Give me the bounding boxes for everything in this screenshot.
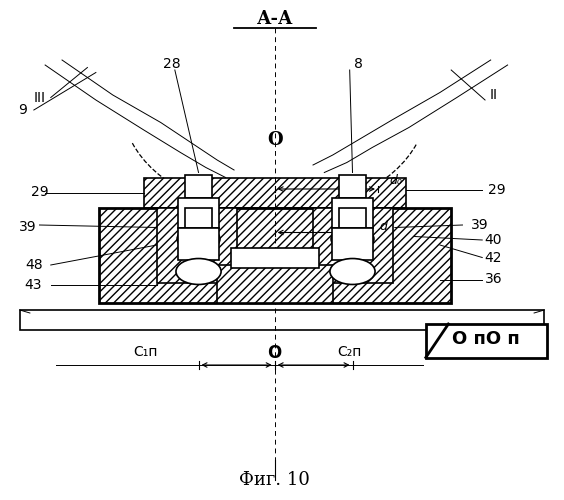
Bar: [99, 208, 451, 302]
Bar: [178, 198, 219, 228]
Bar: [178, 228, 219, 260]
Bar: [144, 178, 406, 208]
Bar: [157, 208, 237, 282]
Text: 9: 9: [18, 103, 27, 117]
Bar: [313, 208, 393, 282]
Bar: [332, 228, 373, 260]
Text: 36: 36: [484, 272, 503, 286]
Text: О: О: [267, 344, 282, 361]
Text: 48: 48: [25, 258, 43, 272]
Text: Фиг. 10: Фиг. 10: [239, 471, 310, 489]
Bar: [217, 265, 333, 302]
Text: 8: 8: [354, 57, 363, 71]
Text: О пО п: О пО п: [452, 330, 520, 348]
Text: 43: 43: [24, 278, 42, 292]
Bar: [313, 208, 393, 282]
Bar: [332, 198, 373, 228]
Text: 42: 42: [484, 250, 503, 264]
Bar: [231, 248, 319, 268]
Text: 28: 28: [163, 57, 181, 71]
Text: d₀: d₀: [389, 174, 402, 186]
Text: 39: 39: [470, 218, 488, 232]
Bar: [185, 208, 212, 228]
Text: О: О: [267, 131, 283, 149]
Bar: [217, 265, 333, 302]
Text: 39: 39: [19, 220, 37, 234]
Text: 29: 29: [30, 186, 49, 200]
Text: С₁п: С₁п: [133, 346, 158, 360]
Text: II: II: [490, 88, 497, 102]
Bar: [185, 175, 212, 198]
Bar: [99, 208, 451, 302]
Bar: [144, 178, 406, 208]
Text: d: d: [379, 220, 387, 233]
Bar: [157, 208, 237, 282]
Bar: [339, 175, 366, 198]
Text: А-А: А-А: [257, 10, 293, 28]
Text: III: III: [33, 90, 46, 104]
Text: 29: 29: [487, 183, 505, 197]
Text: С₂п: С₂п: [337, 346, 362, 360]
Text: 40: 40: [484, 233, 503, 247]
Ellipse shape: [177, 226, 220, 252]
Bar: [426, 324, 547, 358]
Bar: [20, 310, 544, 330]
Ellipse shape: [330, 258, 375, 284]
Ellipse shape: [331, 226, 374, 252]
Ellipse shape: [176, 258, 221, 284]
Bar: [339, 208, 366, 228]
